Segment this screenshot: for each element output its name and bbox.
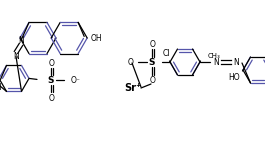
Text: O: O bbox=[150, 39, 156, 48]
Text: Cl: Cl bbox=[163, 49, 170, 58]
Text: S: S bbox=[48, 76, 54, 85]
Text: O: O bbox=[49, 94, 55, 103]
Text: OH: OH bbox=[90, 34, 102, 43]
Text: Sr⁺: Sr⁺ bbox=[124, 83, 142, 93]
Text: S: S bbox=[149, 57, 155, 66]
Text: N: N bbox=[13, 52, 19, 61]
Text: CH₃: CH₃ bbox=[207, 53, 220, 59]
Text: O⁻: O⁻ bbox=[71, 76, 81, 85]
Text: O: O bbox=[128, 57, 134, 66]
Text: N: N bbox=[213, 57, 219, 66]
Text: Cl: Cl bbox=[0, 83, 2, 92]
Text: N: N bbox=[233, 57, 239, 66]
Text: N: N bbox=[18, 36, 24, 45]
Text: O: O bbox=[150, 76, 156, 85]
Text: HO: HO bbox=[229, 72, 240, 81]
Text: O: O bbox=[49, 59, 55, 68]
